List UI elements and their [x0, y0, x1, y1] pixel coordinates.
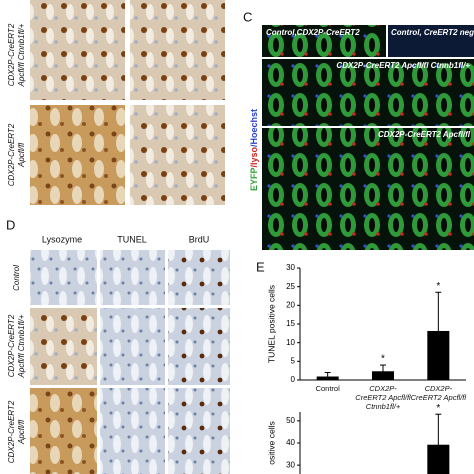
image-title: CDX2P-CreERT2 Apcfl/fl — [378, 130, 471, 139]
column-header: TUNEL — [117, 234, 147, 244]
stain-part: /Hoechst — [249, 109, 259, 147]
histology-image — [30, 388, 97, 474]
fluorescence-image — [262, 128, 474, 250]
row-label: Apcfl/fl Ctnnb1fl/+ — [17, 23, 26, 87]
histology-image — [100, 388, 165, 474]
image-title: Control,CDX2P-CreERT2 — [266, 28, 360, 37]
panel-label: C — [243, 9, 252, 24]
stain-part: /lyso — [249, 146, 259, 167]
row-label: CDX2P-CreERT2 — [7, 123, 16, 186]
y-tick-label: 5 — [291, 356, 296, 365]
image-title: CDX2P-CreERT2 Apcfl/fl Ctnnb1fl/+ — [336, 61, 470, 70]
row-label: Apcfl/fl — [17, 143, 26, 168]
y-tick-label: 0 — [291, 375, 296, 384]
bar — [316, 376, 339, 381]
histology-image — [30, 105, 125, 205]
x-tick-label: CDX2P-CreERT2 Apcfl/fl — [410, 384, 467, 402]
fluorescence-image — [262, 25, 386, 57]
panel-label: E — [256, 259, 265, 274]
column-header: BrdU — [189, 234, 210, 244]
row-label: Apcfl/fl — [17, 420, 26, 445]
x-tick-label: Control — [315, 384, 340, 393]
histology-image — [30, 0, 125, 100]
row-label: Apcfl/fl Ctnnb1fl/+ — [17, 314, 26, 378]
bar — [371, 371, 395, 381]
histology-image — [130, 105, 225, 205]
row-label: Control — [12, 265, 21, 291]
row-label: CDX2P-CreERT2 — [7, 23, 16, 86]
stain-part: EYFP — [249, 168, 259, 192]
histology-image — [100, 308, 165, 385]
column-header: Lysozyme — [42, 234, 82, 244]
y-axis-label: ositive cells — [266, 421, 276, 464]
histology-image — [168, 388, 230, 474]
y-tick-label: 15 — [286, 319, 295, 328]
significance: * — [436, 403, 440, 414]
image-title: Control, CreERT2 neg — [391, 28, 474, 37]
y-tick-label: 50 — [286, 416, 295, 425]
stain-label: EYFP/lyso/Hoechst — [249, 109, 259, 191]
y-tick-label: 10 — [286, 338, 295, 347]
histology-image — [130, 0, 225, 100]
y-tick-label: 30 — [286, 263, 295, 272]
y-tick-label: 25 — [286, 282, 295, 291]
bar — [427, 330, 450, 381]
fluorescence-image — [262, 59, 474, 126]
x-tick-label: CDX2P-CreERT2 Apcfl/fl Ctnnb1fl/+ — [355, 384, 411, 411]
significance: * — [436, 281, 440, 292]
panel-label: D — [6, 217, 15, 232]
histology-image — [168, 308, 230, 385]
histology-image — [100, 250, 165, 305]
y-axis-label: TUNEL positive cells — [266, 285, 276, 363]
histology-image — [168, 250, 230, 305]
significance: * — [381, 354, 385, 365]
row-label: CDX2P-CreERT2 — [7, 314, 16, 377]
bar — [427, 444, 450, 474]
y-tick-label: 20 — [286, 300, 295, 309]
y-tick-label: 30 — [286, 460, 295, 469]
y-tick-label: 40 — [286, 438, 295, 447]
fluorescence-image — [388, 25, 474, 57]
row-label: CDX2P-CreERT2 — [7, 400, 16, 463]
histology-image — [30, 250, 97, 305]
histology-image — [30, 308, 97, 385]
